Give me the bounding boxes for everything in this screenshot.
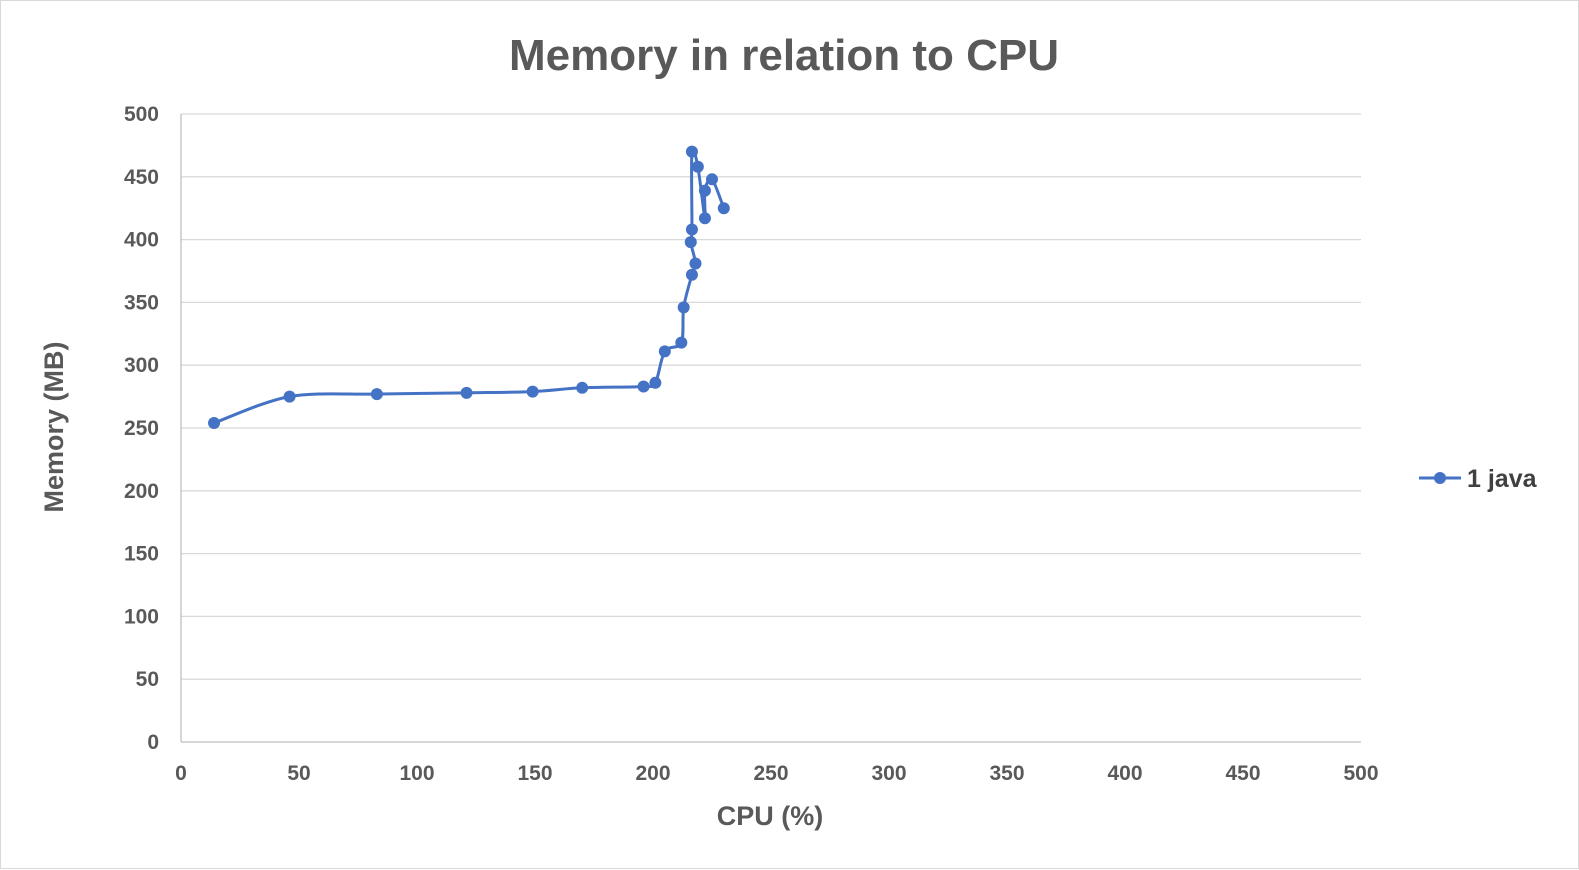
data-point [685, 223, 698, 236]
y-tick-label: 400 [124, 229, 159, 252]
data-point [649, 376, 662, 389]
x-tick-label: 300 [871, 762, 906, 785]
x-tick-label: 400 [1107, 762, 1142, 785]
legend: 1 java [1419, 465, 1538, 493]
series-layer [208, 145, 730, 429]
y-tick-label: 200 [124, 480, 159, 503]
data-point [698, 184, 711, 197]
data-point [698, 212, 711, 225]
chart-title: Memory in relation to CPU [509, 31, 1059, 80]
data-point [717, 202, 730, 215]
tick-labels: 0 50 100 150 200 250 300 350 400 450 500 0 50 100 150 2… [124, 103, 1379, 785]
data-point [658, 345, 671, 358]
x-tick-label: 250 [753, 762, 788, 785]
x-tick-label: 350 [989, 762, 1024, 785]
data-point [691, 160, 704, 173]
x-tick-label: 50 [287, 762, 310, 785]
data-point [675, 336, 688, 349]
y-tick-label: 300 [124, 354, 159, 377]
grid-layer [181, 113, 1361, 680]
data-point [576, 381, 589, 394]
data-point [460, 386, 473, 399]
data-point [637, 380, 650, 393]
x-tick-label: 100 [399, 762, 434, 785]
data-point [684, 236, 697, 249]
data-point [677, 301, 690, 314]
x-tick-label: 150 [517, 762, 552, 785]
data-point [689, 257, 702, 270]
data-point [526, 385, 539, 398]
series-line [213, 146, 726, 425]
data-point [685, 145, 698, 158]
y-axis-title: Memory (MB) [39, 341, 69, 512]
y-tick-label: 150 [124, 543, 159, 566]
legend-label: 1 java [1467, 465, 1538, 493]
y-tick-label: 100 [124, 605, 159, 628]
y-tick-label: 350 [124, 291, 159, 314]
data-point [706, 173, 718, 186]
x-tick-label: 0 [175, 762, 187, 785]
data-point [283, 390, 296, 403]
axis-layer [180, 114, 1361, 743]
x-tick-label: 500 [1343, 762, 1378, 785]
x-tick-label: 450 [1225, 762, 1260, 785]
x-axis-title: CPU (%) [717, 801, 824, 831]
y-tick-label: 0 [147, 731, 159, 754]
data-point [685, 268, 698, 281]
y-tick-label: 250 [124, 417, 159, 440]
data-point [208, 416, 221, 429]
y-tick-label: 450 [124, 166, 159, 189]
data-point [370, 388, 383, 401]
legend-marker [1434, 472, 1446, 484]
y-tick-label: 50 [136, 668, 159, 691]
x-tick-label: 200 [635, 762, 670, 785]
y-tick-label: 500 [124, 103, 159, 126]
